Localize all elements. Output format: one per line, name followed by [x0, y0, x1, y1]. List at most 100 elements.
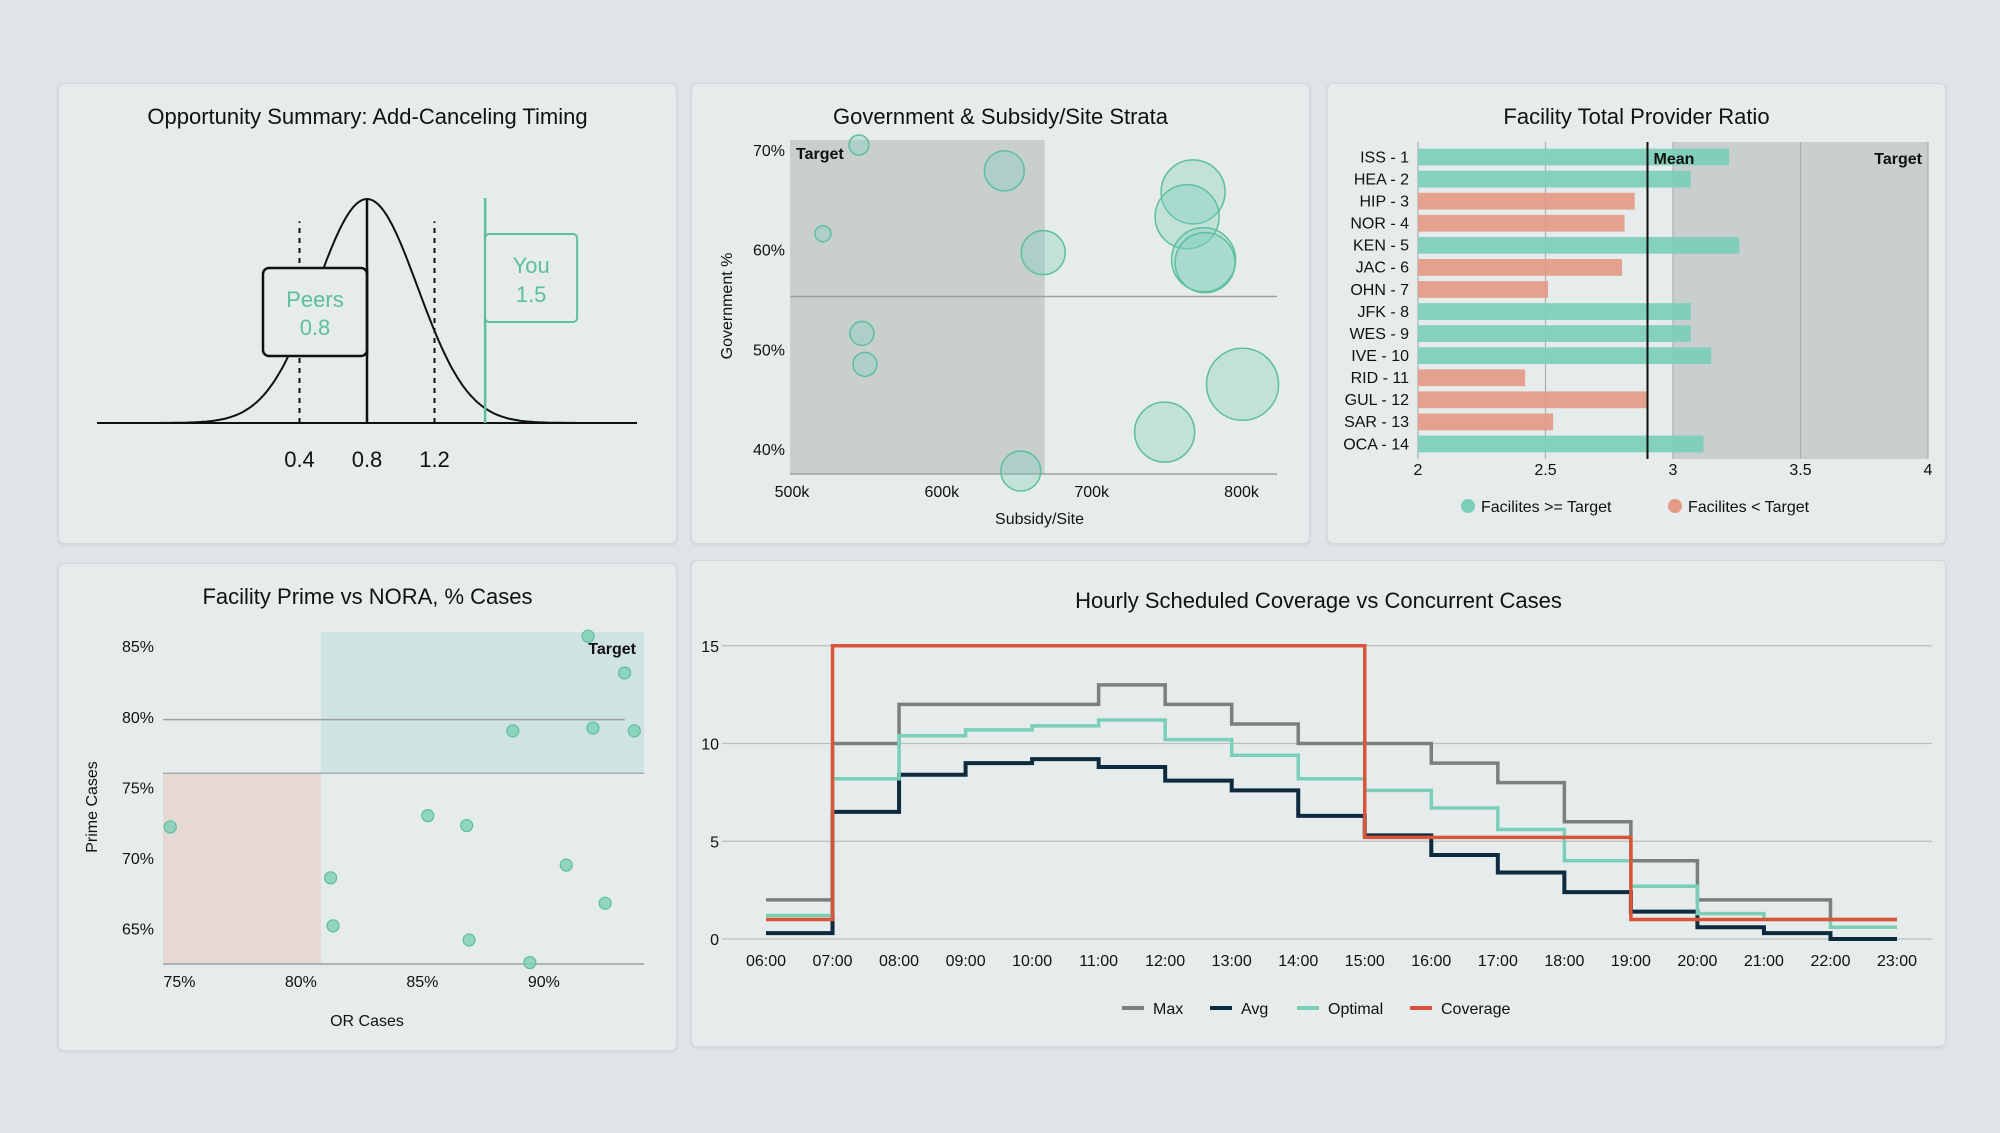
hourly-x-tick: 13:00: [1212, 953, 1252, 970]
gov-x-label: Subsidy/Site: [995, 511, 1084, 528]
ratio-bar: [1418, 347, 1712, 365]
ratio-bar: [1418, 192, 1635, 210]
gov-y-tick: 60%: [753, 243, 785, 260]
prime-x-label: OR Cases: [330, 1013, 404, 1030]
gov-point: [1020, 229, 1066, 276]
gov-point: [1160, 159, 1226, 225]
gov-point: [1000, 450, 1042, 492]
ratio-category-label: SAR - 13: [1344, 414, 1409, 431]
prime-y-tick: 70%: [122, 851, 154, 868]
prime-point: [559, 858, 573, 872]
hourly-x-tick: 15:00: [1345, 953, 1385, 970]
ratio-category-label: HEA - 2: [1354, 171, 1409, 188]
hourly-x-tick: 21:00: [1744, 953, 1784, 970]
hourly-x-tick: 11:00: [1079, 953, 1118, 970]
legend-max: Max: [1153, 1001, 1183, 1018]
ratio-category-label: ISS - 1: [1360, 149, 1409, 166]
gov-point: [1133, 401, 1196, 463]
hourly-x-tick: 07:00: [813, 953, 853, 970]
gov-x-tick: 600k: [924, 484, 960, 501]
opportunity-x-tick: 0.8: [352, 447, 383, 472]
prime-point: [627, 724, 641, 738]
gov-point: [814, 224, 832, 243]
hourly-x-tick: 16:00: [1411, 953, 1451, 970]
gov-point: [983, 150, 1026, 192]
ratio-bar: [1418, 303, 1691, 320]
gov-x-tick: 800k: [1224, 484, 1260, 501]
legend-avg: Avg: [1241, 1001, 1268, 1018]
ratio-category-label: OCA - 14: [1343, 436, 1409, 453]
gov-subsidy-panel: Government & Subsidy/Site Strata Target 5…: [691, 83, 1310, 544]
ratio-bar: [1418, 236, 1740, 254]
ratio-category-label: HIP - 3: [1360, 193, 1410, 210]
hourly-y-tick: 10: [701, 737, 719, 754]
hourly-x-tick: 20:00: [1677, 953, 1717, 970]
peers-label: Peers: [286, 287, 343, 312]
prime-point: [163, 820, 177, 834]
gov-point: [848, 134, 870, 156]
gov-point: [849, 320, 875, 347]
gov-y-tick: 50%: [753, 342, 785, 359]
opportunity-panel: Opportunity Summary: Add-Canceling Timin…: [58, 83, 677, 544]
prime-y-label: Prime Cases: [84, 761, 101, 853]
gov-point: [852, 351, 878, 378]
peers-box: [261, 266, 369, 358]
peers-value: 0.8: [300, 315, 331, 340]
ratio-x-tick: 2.5: [1534, 462, 1556, 479]
hourly-x-tick: 22:00: [1810, 953, 1850, 970]
ratio-bar: [1418, 170, 1691, 188]
prime-point: [581, 629, 595, 643]
ratio-x-tick: 4: [1924, 462, 1933, 479]
hourly-y-tick: 5: [710, 834, 719, 851]
hourly-x-tick: 09:00: [946, 953, 986, 970]
gov-y-label: Government %: [719, 253, 736, 360]
prime-x-tick: 80%: [285, 974, 317, 991]
prime-nora-chart: Target 75% 80% 85% 90% 65% 70% 75% 80% 85% OR Case…: [84, 629, 644, 1030]
provider-ratio-title: Facility Total Provider Ratio: [1503, 104, 1770, 129]
hourly-y-tick: 15: [701, 639, 719, 656]
prime-point: [462, 933, 476, 947]
ratio-target-label: Target: [1874, 151, 1922, 168]
gov-y-tick: 70%: [753, 143, 785, 160]
legend-below-target-swatch: [1668, 499, 1682, 513]
provider-ratio-chart: ISS - 1 HEA - 2 HIP - 3 NOR - 4 KEN - 5 JAC -…: [1343, 142, 1933, 516]
ratio-category-label: JAC - 6: [1356, 260, 1409, 277]
ratio-category-label: KEN - 5: [1353, 238, 1409, 255]
ratio-category-label: NOR - 4: [1350, 216, 1409, 233]
prime-point: [326, 919, 340, 933]
ratio-bar: [1418, 214, 1625, 232]
hourly-x-tick: 06:00: [746, 953, 786, 970]
ratio-bar: [1418, 391, 1648, 409]
prime-x-tick: 90%: [528, 974, 560, 991]
hourly-panel: Hourly Scheduled Coverage vs Concurrent …: [691, 560, 1946, 1047]
hourly-title: Hourly Scheduled Coverage vs Concurrent …: [1075, 588, 1562, 613]
ratio-x-tick: 2: [1414, 462, 1423, 479]
prime-y-tick: 65%: [122, 922, 154, 939]
hourly-x-tick: 23:00: [1877, 953, 1917, 970]
ratio-bar: [1418, 369, 1526, 387]
gov-point: [1174, 231, 1236, 294]
hourly-x-tick: 17:00: [1478, 953, 1518, 970]
hourly-x-tick: 08:00: [879, 953, 919, 970]
ratio-bar: [1418, 148, 1730, 166]
ratio-category-label: OHN - 7: [1350, 282, 1409, 299]
you-box: [484, 233, 579, 323]
hourly-x-tick: 12:00: [1145, 953, 1185, 970]
hourly-chart: 0 5 10 15 06:00 07:00 08:00 09:00 10:00 11:00 12:0…: [701, 639, 1932, 1018]
hourly-x-tick: 10:00: [1012, 953, 1052, 970]
ratio-category-label: JFK - 8: [1357, 304, 1409, 321]
ratio-category-label: GUL - 12: [1345, 392, 1409, 409]
gov-subsidy-chart: Target 500k 600k 700k 800k 40% 50% 60% 70% Subsid…: [719, 134, 1280, 528]
hourly-x-tick: 18:00: [1544, 953, 1584, 970]
hourly-x-tick: 19:00: [1611, 953, 1651, 970]
prime-low-zone: [163, 773, 321, 964]
prime-point: [460, 818, 474, 833]
prime-point: [586, 721, 600, 735]
provider-ratio-panel: Facility Total Provider Ratio ISS - 1 HEA…: [1327, 83, 1946, 544]
gov-x-tick: 500k: [775, 484, 811, 501]
prime-x-tick: 75%: [163, 974, 195, 991]
gov-subsidy-title: Government & Subsidy/Site Strata: [832, 104, 1169, 129]
prime-x-tick: 85%: [406, 974, 438, 991]
ratio-bar: [1418, 413, 1554, 431]
opportunity-title: Opportunity Summary: Add-Canceling Timin…: [147, 104, 588, 129]
